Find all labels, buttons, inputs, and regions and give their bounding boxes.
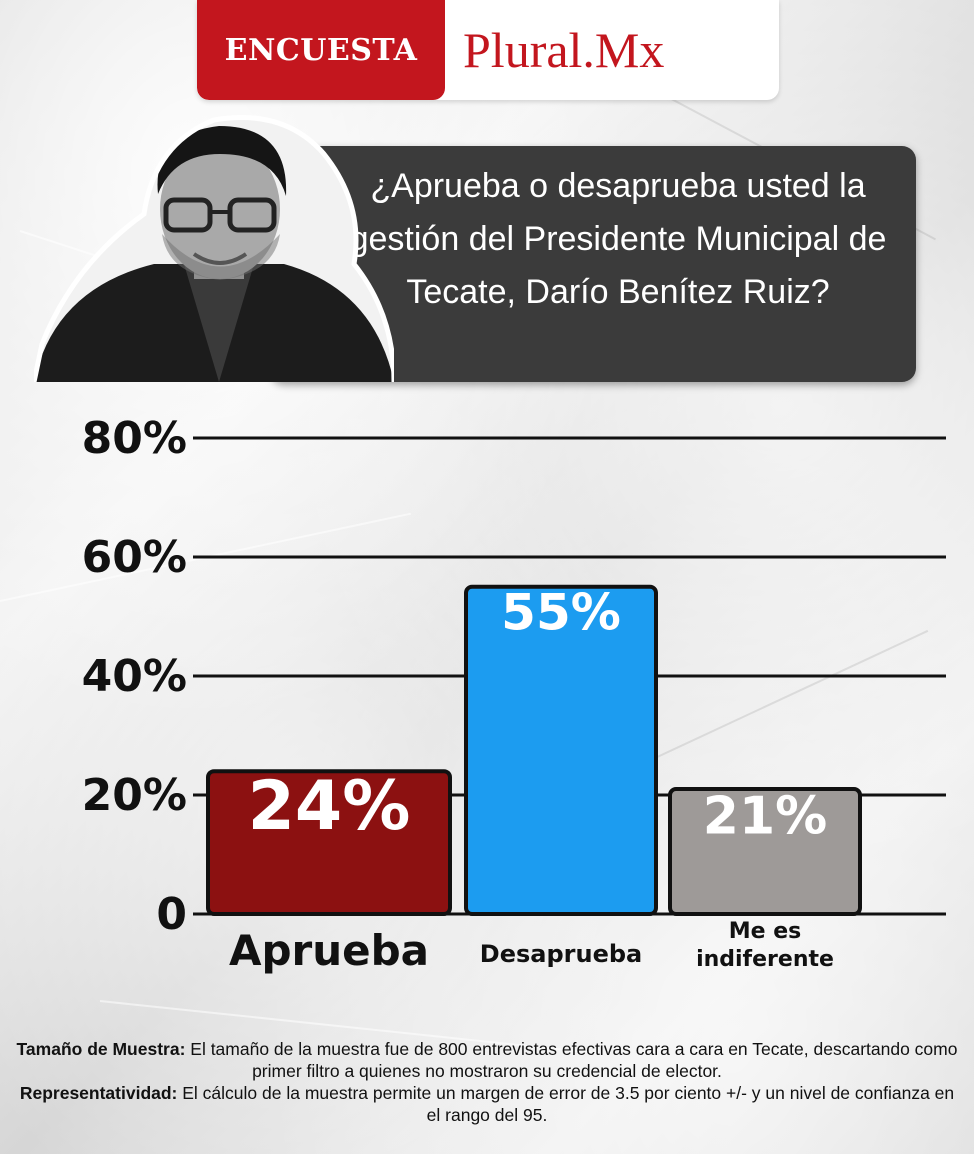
header-banner: ENCUESTA Plural.Mx <box>197 0 779 100</box>
brand-logo-text: Plural.Mx <box>463 22 665 78</box>
question-text: ¿Aprueba o desaprueba usted la gestión d… <box>349 167 887 311</box>
bar-desaprueba <box>464 584 658 916</box>
representativeness-text: El cálculo de la muestra permite un marg… <box>177 1083 955 1125</box>
x-category-label: Aprueba <box>229 926 429 975</box>
sample-size-note: Tamaño de Muestra: El tamaño de la muest… <box>16 1038 958 1082</box>
bar-aprueba <box>206 769 452 917</box>
y-tick-label: 0 <box>156 889 187 940</box>
x-category-label: Desaprueba <box>480 940 642 968</box>
bar-value-label: 55% <box>501 583 621 641</box>
bar-me-es-indiferente <box>668 787 862 916</box>
approval-bar-chart: 0 20% 40% 60% 80% 24% 55% 21% Aprueba Desaprueb… <box>82 413 946 975</box>
representativeness-note: Representatividad: El cálculo de la mues… <box>16 1082 958 1126</box>
sample-size-text: El tamaño de la muestra fue de 800 entre… <box>185 1039 958 1081</box>
y-tick-label: 20% <box>82 770 187 821</box>
y-tick-label: 40% <box>82 651 187 702</box>
representativeness-label: Representatividad: <box>19 1083 178 1103</box>
y-tick-label: 60% <box>82 532 187 583</box>
y-axis-labels: 0 20% 40% 60% 80% <box>82 413 187 940</box>
methodology-note: Tamaño de Muestra: El tamaño de la muest… <box>16 1038 958 1126</box>
survey-tag: ENCUESTA <box>197 0 445 100</box>
y-tick-label: 80% <box>82 413 187 464</box>
bar-value-label: 24% <box>248 767 411 846</box>
bar-value-label: 21% <box>703 786 827 846</box>
chart-bars: 24% 55% 21% <box>206 583 862 917</box>
x-axis-labels: Aprueba Desaprueba Me es indiferente <box>229 919 834 975</box>
sample-size-label: Tamaño de Muestra: <box>16 1039 186 1059</box>
man-portrait-icon <box>34 115 394 382</box>
x-category-label: Me es indiferente <box>696 919 834 972</box>
